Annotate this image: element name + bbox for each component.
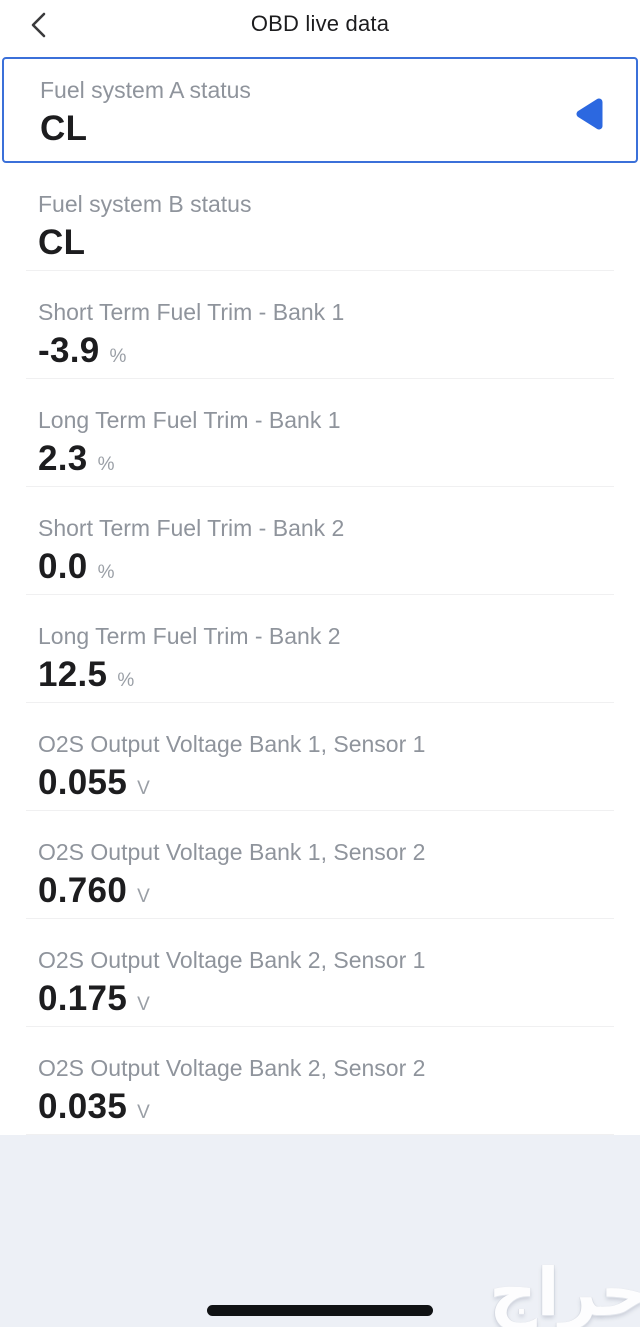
parameter-row[interactable]: O2S Output Voltage Bank 2, Sensor 2 0.03… [26,1027,614,1135]
parameter-value-line: 0.175 V [38,979,614,1019]
parameter-value-line: 0.035 V [38,1087,614,1127]
parameter-label: O2S Output Voltage Bank 2, Sensor 1 [38,947,426,973]
parameter-row-selected[interactable]: Fuel system A status CL [2,57,638,163]
parameter-unit: V [137,778,150,799]
page-title: OBD live data [250,11,390,36]
home-indicator[interactable] [207,1305,433,1316]
parameter-row[interactable]: Short Term Fuel Trim - Bank 2 0.0 % [26,487,614,595]
parameter-value-line: 12.5 % [38,655,614,695]
parameter-unit: % [109,346,127,367]
parameter-value-line: 0.0 % [38,547,614,587]
parameter-label: Fuel system B status [38,191,252,217]
parameter-unit: % [97,562,115,583]
parameter-value-line: CL [38,223,614,263]
parameter-row[interactable]: O2S Output Voltage Bank 1, Sensor 2 0.76… [26,811,614,919]
triangle-left-icon [572,96,606,132]
parameter-label: Short Term Fuel Trim - Bank 1 [38,299,345,325]
parameter-value: 0.175 [38,979,128,1018]
parameter-row[interactable]: Fuel system B status CL [26,163,614,271]
parameter-row[interactable]: Short Term Fuel Trim - Bank 1 -3.9 % [26,271,614,379]
parameter-unit: V [137,886,150,907]
parameter-value-line: 0.760 V [38,871,614,911]
parameter-value: 12.5 [38,655,108,694]
parameter-value-line: 2.3 % [38,439,614,479]
parameter-value: CL [38,223,86,262]
parameter-unit: V [137,994,150,1015]
parameter-value: 0.055 [38,763,128,802]
parameter-value-line: CL [40,109,636,149]
parameter-value: 0.0 [38,547,88,586]
parameter-value: 2.3 [38,439,88,478]
chevron-left-icon [28,10,48,43]
parameter-value-line: 0.055 V [38,763,614,803]
footer-area: حراج [0,1135,640,1327]
parameter-label: Long Term Fuel Trim - Bank 2 [38,623,341,649]
parameter-label: O2S Output Voltage Bank 2, Sensor 2 [38,1055,426,1081]
navigation-bar: OBD live data [0,0,640,57]
parameter-label: Short Term Fuel Trim - Bank 2 [38,515,345,541]
parameter-value-line: -3.9 % [38,331,614,371]
parameter-label: O2S Output Voltage Bank 1, Sensor 2 [38,839,426,865]
haraj-watermark: حراج [489,1255,640,1327]
parameter-list: Fuel system A status CL Fuel system B st… [0,57,640,1135]
parameter-value: CL [40,109,88,148]
parameter-row[interactable]: O2S Output Voltage Bank 1, Sensor 1 0.05… [26,703,614,811]
parameter-unit: V [137,1102,150,1123]
parameter-label: Long Term Fuel Trim - Bank 1 [38,407,341,433]
parameter-row[interactable]: Long Term Fuel Trim - Bank 1 2.3 % [26,379,614,487]
parameter-row[interactable]: O2S Output Voltage Bank 2, Sensor 1 0.17… [26,919,614,1027]
parameter-label: O2S Output Voltage Bank 1, Sensor 1 [38,731,426,757]
parameter-label: Fuel system A status [40,77,251,103]
parameter-value: 0.760 [38,871,128,910]
parameter-unit: % [117,670,135,691]
parameter-unit: % [97,454,115,475]
parameter-value: 0.035 [38,1087,128,1126]
parameter-value: -3.9 [38,331,100,370]
back-button[interactable] [16,4,60,48]
parameter-row[interactable]: Long Term Fuel Trim - Bank 2 12.5 % [26,595,614,703]
